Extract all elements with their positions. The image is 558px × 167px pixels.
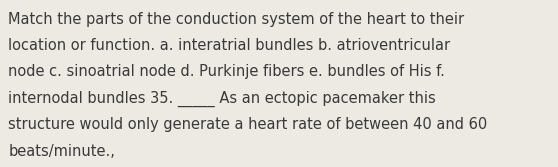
Text: Match the parts of the conduction system of the heart to their: Match the parts of the conduction system…: [8, 12, 464, 27]
Text: internodal bundles 35. _____ As an ectopic pacemaker this: internodal bundles 35. _____ As an ectop…: [8, 91, 436, 107]
Text: location or function. a. interatrial bundles b. atrioventricular: location or function. a. interatrial bun…: [8, 38, 450, 53]
Text: beats/minute.,: beats/minute.,: [8, 144, 116, 159]
Text: node c. sinoatrial node d. Purkinje fibers e. bundles of His f.: node c. sinoatrial node d. Purkinje fibe…: [8, 64, 445, 79]
Text: structure would only generate a heart rate of between 40 and 60: structure would only generate a heart ra…: [8, 117, 488, 132]
